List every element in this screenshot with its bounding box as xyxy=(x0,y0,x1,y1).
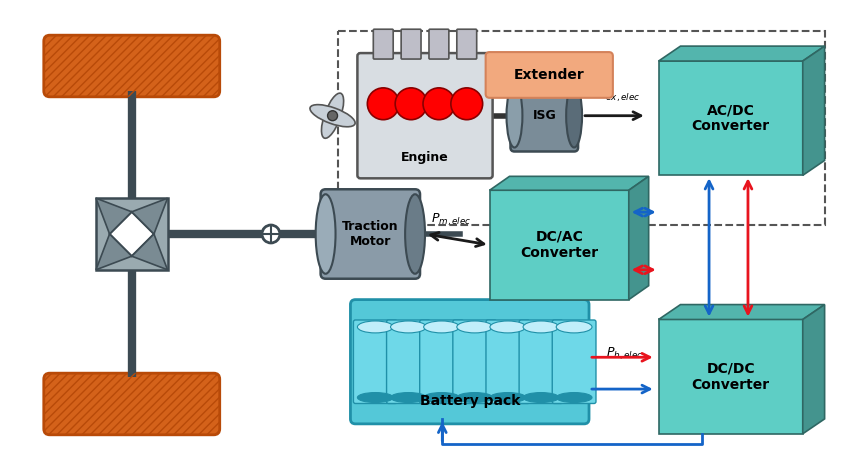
FancyBboxPatch shape xyxy=(357,53,493,178)
Circle shape xyxy=(423,88,455,120)
Ellipse shape xyxy=(523,393,558,402)
Text: $P_{m,elec}$: $P_{m,elec}$ xyxy=(431,212,472,228)
Circle shape xyxy=(395,88,427,120)
Ellipse shape xyxy=(423,321,460,333)
Ellipse shape xyxy=(405,194,425,274)
Polygon shape xyxy=(659,305,824,320)
Polygon shape xyxy=(490,190,629,300)
Ellipse shape xyxy=(490,321,526,333)
Text: Extender: Extender xyxy=(514,68,585,82)
FancyBboxPatch shape xyxy=(511,80,578,152)
Text: $P_{b,elec}$: $P_{b,elec}$ xyxy=(606,346,643,363)
FancyBboxPatch shape xyxy=(320,189,420,279)
FancyBboxPatch shape xyxy=(429,29,449,59)
FancyBboxPatch shape xyxy=(552,320,596,403)
Circle shape xyxy=(367,88,400,120)
Polygon shape xyxy=(802,46,824,176)
FancyBboxPatch shape xyxy=(387,320,430,403)
Text: $P_{ex,elec}$: $P_{ex,elec}$ xyxy=(598,88,640,104)
Polygon shape xyxy=(132,234,167,270)
FancyBboxPatch shape xyxy=(44,373,220,435)
FancyBboxPatch shape xyxy=(350,300,589,424)
Ellipse shape xyxy=(556,393,592,402)
Ellipse shape xyxy=(357,321,394,333)
Ellipse shape xyxy=(456,321,493,333)
FancyBboxPatch shape xyxy=(485,52,613,98)
Polygon shape xyxy=(659,46,824,61)
FancyBboxPatch shape xyxy=(44,35,220,97)
Ellipse shape xyxy=(490,393,526,402)
Polygon shape xyxy=(110,212,154,256)
FancyBboxPatch shape xyxy=(354,320,397,403)
Ellipse shape xyxy=(390,393,427,402)
Polygon shape xyxy=(659,61,802,176)
Text: DC/AC
Converter: DC/AC Converter xyxy=(520,230,598,260)
FancyBboxPatch shape xyxy=(519,320,563,403)
Ellipse shape xyxy=(310,105,355,127)
Circle shape xyxy=(327,111,337,121)
Ellipse shape xyxy=(423,393,460,402)
Text: Battery pack: Battery pack xyxy=(420,394,520,408)
Polygon shape xyxy=(132,198,167,234)
Circle shape xyxy=(262,225,280,243)
Polygon shape xyxy=(490,176,649,190)
Ellipse shape xyxy=(523,321,558,333)
Ellipse shape xyxy=(556,321,592,333)
Polygon shape xyxy=(96,198,132,234)
FancyBboxPatch shape xyxy=(373,29,394,59)
Text: Traction
Motor: Traction Motor xyxy=(342,220,399,248)
FancyBboxPatch shape xyxy=(401,29,421,59)
Ellipse shape xyxy=(315,194,336,274)
Polygon shape xyxy=(659,320,802,434)
Polygon shape xyxy=(96,198,167,270)
FancyBboxPatch shape xyxy=(420,320,463,403)
Ellipse shape xyxy=(321,93,343,138)
Ellipse shape xyxy=(456,393,493,402)
FancyBboxPatch shape xyxy=(486,320,530,403)
FancyBboxPatch shape xyxy=(453,320,496,403)
Circle shape xyxy=(450,88,483,120)
Ellipse shape xyxy=(566,84,582,147)
Ellipse shape xyxy=(507,84,523,147)
Text: Engine: Engine xyxy=(401,151,449,164)
Text: AC/DC
Converter: AC/DC Converter xyxy=(692,103,770,133)
FancyBboxPatch shape xyxy=(456,29,477,59)
Polygon shape xyxy=(96,234,132,270)
Ellipse shape xyxy=(390,321,427,333)
Polygon shape xyxy=(802,305,824,434)
Polygon shape xyxy=(629,176,649,300)
Ellipse shape xyxy=(357,393,394,402)
Text: ISG: ISG xyxy=(532,109,556,122)
Text: DC/DC
Converter: DC/DC Converter xyxy=(692,362,770,392)
